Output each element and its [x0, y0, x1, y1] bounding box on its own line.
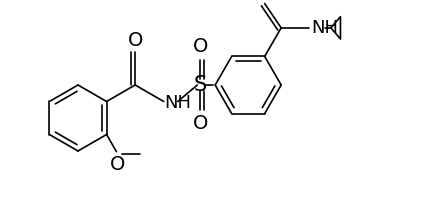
Text: O: O — [255, 0, 270, 2]
Text: O: O — [193, 37, 208, 56]
Text: O: O — [193, 114, 208, 133]
Text: S: S — [194, 75, 207, 95]
Text: O: O — [127, 31, 143, 50]
Text: NH: NH — [165, 94, 192, 111]
Text: O: O — [110, 155, 125, 174]
Text: NH: NH — [311, 19, 338, 37]
